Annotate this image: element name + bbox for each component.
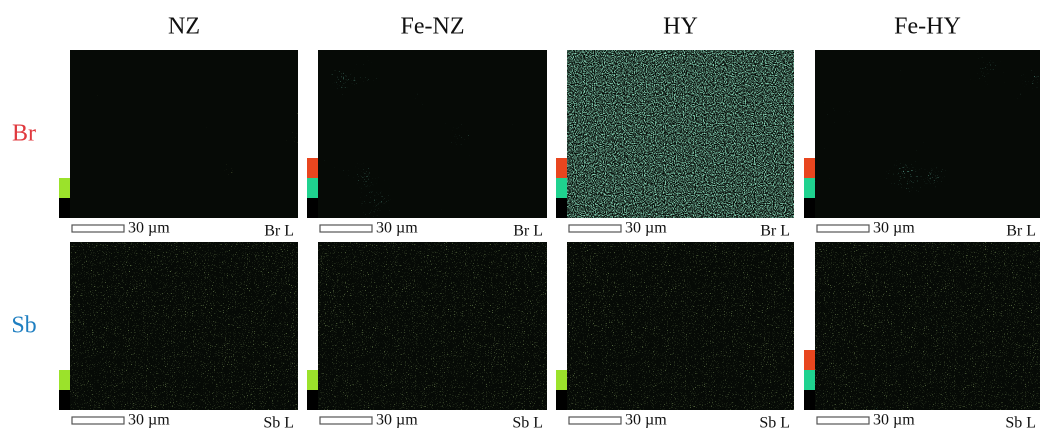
map-signal xyxy=(70,50,298,218)
scale-bar xyxy=(320,225,372,232)
row-label: Br xyxy=(12,121,36,147)
map-label: Br L xyxy=(760,223,790,240)
color-key xyxy=(307,390,318,410)
row-label: Sb xyxy=(11,313,36,339)
scale-bar xyxy=(569,417,621,424)
map-signal xyxy=(318,242,547,410)
scale-label: 30 µm xyxy=(625,412,667,429)
color-key xyxy=(804,178,815,198)
eds-map: 30 µm Br L xyxy=(307,50,547,240)
eds-map: 30 µm Sb L xyxy=(307,242,547,430)
scale-label: 30 µm xyxy=(873,220,915,237)
column-title: Fe-NZ xyxy=(401,14,465,40)
eds-map: 30 µm Sb L xyxy=(556,242,794,430)
scale-label: 30 µm xyxy=(128,412,170,429)
eds-map: 30 µm Br L xyxy=(804,50,1040,240)
column-title: Fe-HY xyxy=(894,14,961,40)
color-key xyxy=(59,198,70,218)
color-key xyxy=(307,158,318,178)
scale-bar xyxy=(817,225,869,232)
eds-map: 30 µm Sb L xyxy=(59,242,298,430)
map-signal xyxy=(70,242,298,410)
map-label: Br L xyxy=(1006,223,1036,240)
scale-bar xyxy=(320,417,372,424)
color-key xyxy=(556,178,567,198)
map-signal xyxy=(318,50,547,218)
color-key xyxy=(59,370,70,390)
color-key xyxy=(804,198,815,218)
map-label: Br L xyxy=(264,223,294,240)
scale-label: 30 µm xyxy=(376,220,418,237)
scale-bar xyxy=(72,225,124,232)
color-key xyxy=(59,178,70,198)
map-signal xyxy=(567,50,794,218)
color-key xyxy=(59,390,70,410)
scale-bar xyxy=(72,417,124,424)
scale-label: 30 µm xyxy=(376,412,418,429)
color-key xyxy=(556,390,567,410)
map-label: Sb L xyxy=(263,415,294,430)
scale-bar xyxy=(817,417,869,424)
map-signal xyxy=(815,242,1040,410)
color-key xyxy=(804,350,815,370)
column-title: HY xyxy=(663,14,698,40)
color-key xyxy=(804,158,815,178)
map-label: Sb L xyxy=(1005,415,1036,430)
color-key xyxy=(307,370,318,390)
figure: NZ Fe-NZ HY Fe-HY Br 30 µm Br L 30 µm Br L 30 µm B… xyxy=(0,0,1041,430)
color-key xyxy=(556,370,567,390)
eds-map: 30 µm Br L xyxy=(556,50,794,240)
map-signal xyxy=(815,50,1040,218)
eds-map: 30 µm Sb L xyxy=(804,242,1040,430)
column-title: NZ xyxy=(168,14,200,40)
scale-label: 30 µm xyxy=(625,220,667,237)
scale-label: 30 µm xyxy=(873,412,915,429)
color-key xyxy=(556,158,567,178)
eds-map: 30 µm Br L xyxy=(59,50,298,240)
map-signal xyxy=(567,242,794,410)
color-key xyxy=(556,198,567,218)
map-label: Sb L xyxy=(512,415,543,430)
scale-bar xyxy=(569,225,621,232)
map-label: Br L xyxy=(513,223,543,240)
color-key xyxy=(804,370,815,390)
map-label: Sb L xyxy=(759,415,790,430)
color-key xyxy=(804,390,815,410)
scale-label: 30 µm xyxy=(128,220,170,237)
color-key xyxy=(307,178,318,198)
color-key xyxy=(307,198,318,218)
